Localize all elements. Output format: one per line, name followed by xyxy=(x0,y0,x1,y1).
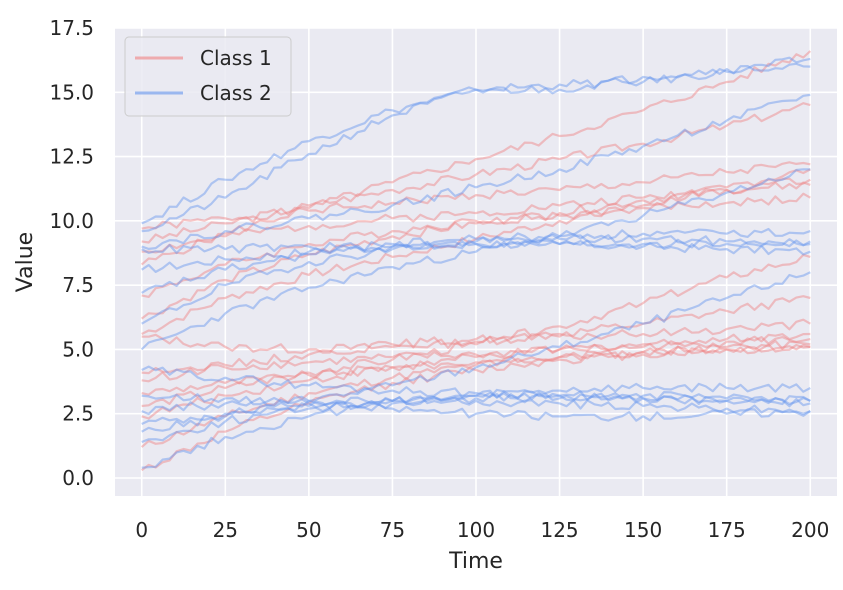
y-tick-labels: 0.0 2.5 5.0 7.5 10.0 12.5 15.0 17.5 xyxy=(49,16,94,490)
series-line-class-2 xyxy=(141,227,811,294)
y-axis-label: Value xyxy=(13,232,38,292)
series-line-class-1 xyxy=(140,339,811,448)
series-line-class-2 xyxy=(141,390,811,444)
x-tick-labels: 0 25 50 75 100 125 150 175 200 xyxy=(135,518,829,542)
series-line-class-1 xyxy=(141,253,811,408)
series-line-class-1 xyxy=(140,50,812,266)
series-line-class-2 xyxy=(141,56,811,225)
x-tick-label: 125 xyxy=(540,518,578,542)
series-line-class-1 xyxy=(141,181,811,254)
series-line-class-1 xyxy=(141,161,811,230)
legend: Class 1 Class 2 xyxy=(124,36,292,117)
series-line-class-2 xyxy=(141,393,811,422)
series-line-class-2 xyxy=(141,395,811,416)
legend-label-class-2: Class 2 xyxy=(200,81,272,105)
series-line-class-1 xyxy=(141,177,811,320)
series-line-class-2 xyxy=(141,239,811,273)
y-tick-label: 15.0 xyxy=(49,80,94,104)
series-line-class-2 xyxy=(141,392,811,425)
series-line-class-2 xyxy=(141,271,811,433)
series-line-class-1 xyxy=(141,295,811,354)
series-line-class-1 xyxy=(141,102,811,244)
series-line-class-2 xyxy=(141,238,811,255)
y-tick-label: 17.5 xyxy=(49,16,94,40)
series-line-class-2 xyxy=(141,382,811,469)
y-tick-label: 0.0 xyxy=(62,466,94,490)
series-line-class-2 xyxy=(140,168,811,351)
series-line-class-1 xyxy=(141,318,811,383)
x-tick-label: 25 xyxy=(213,518,238,542)
series-line-class-1 xyxy=(141,192,811,298)
x-tick-label: 175 xyxy=(708,518,746,542)
series-line-class-2 xyxy=(141,93,811,250)
series-line-class-1 xyxy=(141,332,811,420)
x-tick-label: 0 xyxy=(135,518,148,542)
series-line-class-2 xyxy=(141,62,811,233)
series-layer xyxy=(140,50,812,472)
series-line-class-1 xyxy=(141,168,811,335)
x-axis-label: Time xyxy=(448,549,503,574)
series-line-class-1 xyxy=(141,343,811,396)
x-tick-label: 75 xyxy=(380,518,405,542)
y-tick-label: 5.0 xyxy=(62,337,94,361)
series-line-class-1 xyxy=(141,336,811,375)
series-line-class-1 xyxy=(141,344,811,472)
x-tick-label: 100 xyxy=(457,518,495,542)
grid xyxy=(115,27,837,496)
y-tick-label: 7.5 xyxy=(62,273,94,297)
x-tick-label: 200 xyxy=(791,518,829,542)
x-tick-label: 50 xyxy=(296,518,321,542)
y-tick-label: 10.0 xyxy=(49,209,94,233)
series-line-class-2 xyxy=(141,365,811,408)
x-tick-label: 150 xyxy=(624,518,662,542)
y-tick-label: 2.5 xyxy=(62,402,94,426)
series-line-class-2 xyxy=(141,233,811,325)
legend-label-class-1: Class 1 xyxy=(200,46,272,70)
y-tick-label: 12.5 xyxy=(49,145,94,169)
